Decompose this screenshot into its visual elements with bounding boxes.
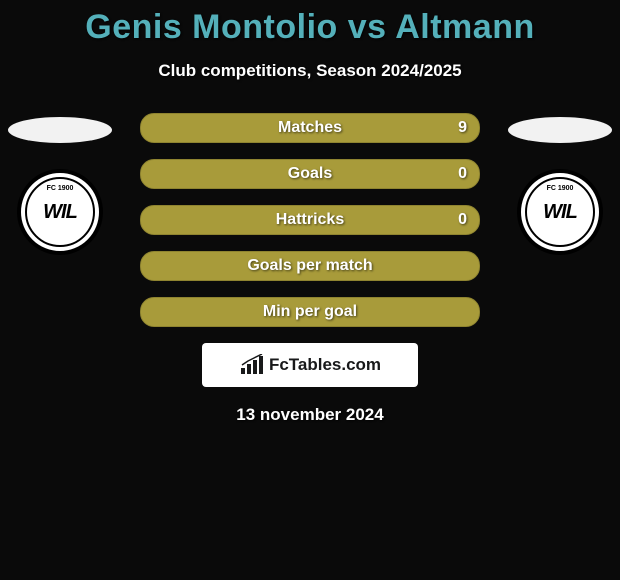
- right-player-avatar-placeholder: [508, 117, 612, 143]
- stat-row-matches: Matches 9: [140, 113, 480, 143]
- stat-row-goals: Goals 0: [140, 159, 480, 189]
- stat-value-right: 0: [458, 211, 467, 229]
- stat-row-hattricks: Hattricks 0: [140, 205, 480, 235]
- brand-box[interactable]: FcTables.com: [202, 343, 418, 387]
- comparison-area: FC 1900 WIL FC 1900 WIL Matches 9 Goals …: [0, 109, 620, 339]
- date-label: 13 november 2024: [0, 405, 620, 425]
- left-club-name: WIL: [43, 201, 77, 224]
- stat-label: Hattricks: [276, 211, 344, 229]
- right-club-name: WIL: [543, 201, 577, 224]
- right-player-column: FC 1900 WIL: [500, 109, 620, 255]
- left-player-avatar-placeholder: [8, 117, 112, 143]
- stat-value-right: 9: [458, 119, 467, 137]
- stat-label: Matches: [278, 119, 342, 137]
- bar-chart-icon: [239, 354, 265, 376]
- left-player-column: FC 1900 WIL: [0, 109, 120, 255]
- stat-row-goals-per-match: Goals per match: [140, 251, 480, 281]
- subtitle: Club competitions, Season 2024/2025: [0, 61, 620, 81]
- stat-label: Goals: [288, 165, 332, 183]
- left-club-top-text: FC 1900: [47, 185, 74, 192]
- page-title: Genis Montolio vs Altmann: [0, 0, 620, 47]
- stat-label: Goals per match: [247, 257, 372, 275]
- brand-text: FcTables.com: [269, 355, 381, 375]
- stats-list: Matches 9 Goals 0 Hattricks 0 Goals per …: [140, 113, 480, 343]
- stat-value-right: 0: [458, 165, 467, 183]
- stat-row-min-per-goal: Min per goal: [140, 297, 480, 327]
- right-club-badge: FC 1900 WIL: [517, 169, 603, 255]
- stat-label: Min per goal: [263, 303, 357, 321]
- left-club-badge: FC 1900 WIL: [17, 169, 103, 255]
- right-club-top-text: FC 1900: [547, 185, 574, 192]
